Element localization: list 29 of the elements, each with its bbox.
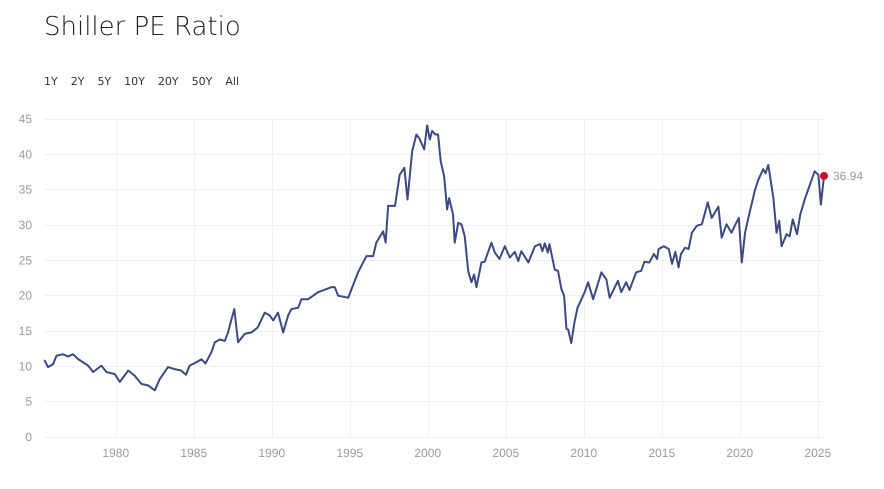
text: 20Y [158,75,179,88]
text: 10Y [124,75,145,88]
x-tick-label: 1985 [180,446,208,460]
x-tick-label: 1995 [336,446,364,460]
x-tick-label: 2020 [726,446,754,460]
y-tick-label: 30 [18,218,32,232]
y-tick-label: 0 [25,430,32,444]
x-tick-label: 2015 [648,446,676,460]
data-label: 36.94 [833,168,864,183]
text: 50Y [192,75,212,88]
y-tick-label: 5 [25,394,32,409]
y-tick-label: 35 [18,182,32,197]
text: 2Y [70,75,84,88]
y-tick-label: 15 [18,324,32,338]
x-tick-label: 1980 [102,446,130,460]
x-tick-label: 2005 [492,446,520,460]
text: All [225,75,239,88]
y-tick-label: 45 [18,112,32,126]
y-tick-label: 10 [18,359,32,374]
x-tick-label: 1990 [258,446,286,460]
x-tick-label: 2000 [414,446,442,460]
x-tick-label: 2025 [804,446,832,460]
chart-title: Shiller PE Ratio [44,12,241,42]
y-tick-label: 40 [18,147,32,162]
text: 5Y [97,75,112,88]
x-tick-label: 2010 [570,446,598,460]
y-tick-label: 25 [18,253,32,268]
text: 1Y [44,75,58,88]
y-tick-label: 20 [18,288,32,303]
